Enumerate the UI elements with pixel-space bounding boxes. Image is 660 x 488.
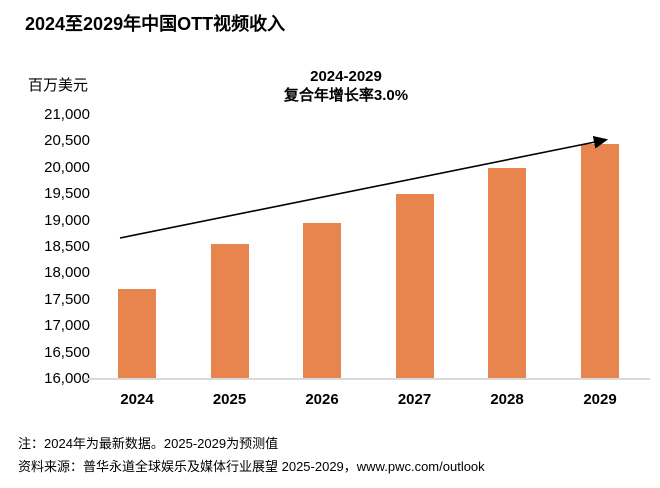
bar-2028 (488, 167, 526, 379)
y-tick-label: 16,000 (44, 370, 90, 387)
chart-title: 2024至2029年中国OTT视频收入 (25, 14, 286, 34)
x-axis-baseline (85, 378, 650, 380)
y-tick-label: 19,000 (44, 211, 90, 229)
source-note: 资料来源：普华永道全球娱乐及媒体行业展望 2025-2029，www.pwc.c… (18, 459, 485, 474)
bar-2027 (395, 194, 434, 379)
y-tick-label: 16,500 (44, 343, 90, 361)
x-label-2029: 2029 (583, 391, 617, 408)
bar-2025 (210, 244, 249, 379)
y-tick-label: 17,500 (44, 290, 90, 308)
y-tick-label: 20,000 (44, 158, 90, 176)
y-tick-label: 21,000 (44, 106, 90, 123)
bar-2026 (303, 223, 341, 379)
y-tick-label: 19,500 (44, 185, 90, 203)
y-axis-unit-label: 百万美元 (28, 77, 89, 94)
y-tick-label: 18,500 (44, 238, 90, 255)
bar-2029 (581, 144, 619, 379)
y-tick-label: 17,000 (44, 317, 90, 335)
cagr-annotation-period: 2024-2029 (310, 68, 382, 85)
y-tick-label: 20,500 (44, 132, 90, 150)
x-label-2028: 2028 (490, 391, 524, 408)
cagr-annotation: 2024-2029 复合年增长率3.0% (196, 67, 496, 105)
x-label-2026: 2026 (305, 391, 339, 408)
y-tick-label: 18,000 (44, 264, 90, 282)
bar-2024 (118, 289, 156, 379)
cagr-annotation-rate: 复合年增长率3.0% (283, 87, 409, 104)
x-label-2027: 2027 (397, 391, 432, 408)
x-label-2025: 2025 (212, 391, 247, 408)
footnote: 注：2024年为最新数据。2025-2029为预测值 (18, 436, 279, 451)
x-label-2024: 2024 (120, 391, 154, 408)
